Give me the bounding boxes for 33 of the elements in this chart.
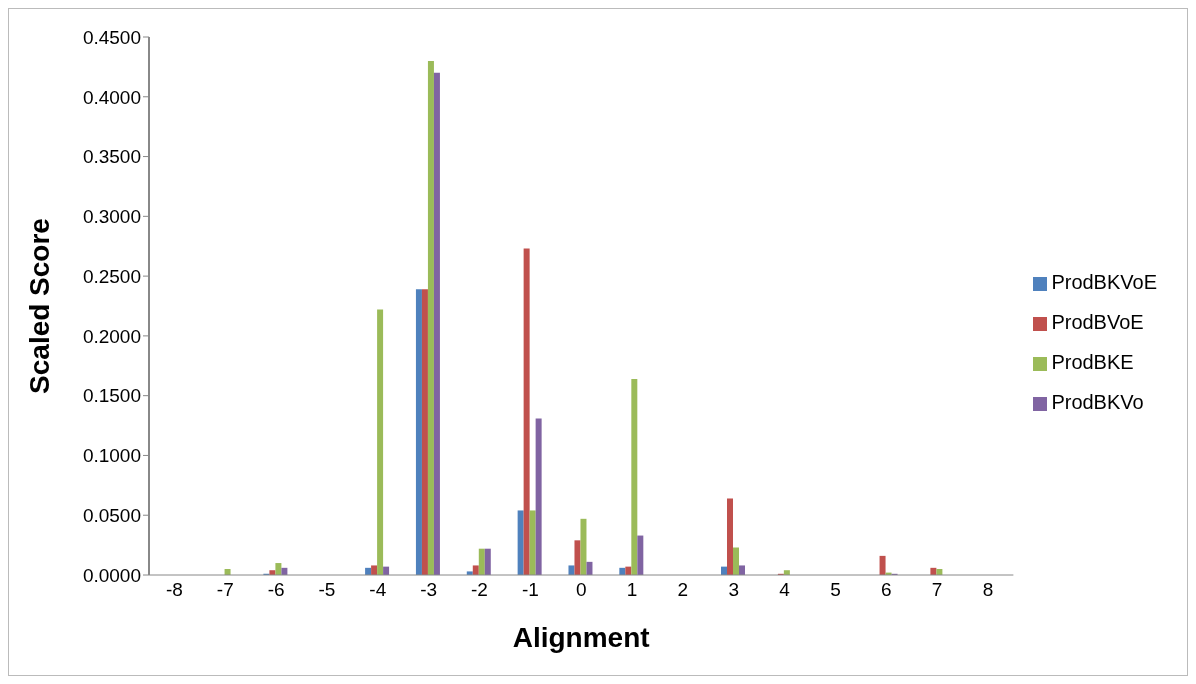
y-tick-label: 0.4000 bbox=[82, 86, 141, 108]
x-axis-title: Alignment bbox=[512, 622, 650, 653]
legend-label: ProdBKVoE bbox=[1051, 271, 1157, 293]
legend-label: ProdBVoE bbox=[1051, 311, 1144, 333]
x-tick-label: 6 bbox=[880, 579, 892, 601]
y-tick-label: 0.3500 bbox=[82, 146, 141, 168]
x-tick-label: -8 bbox=[165, 579, 183, 601]
x-tick-label: 1 bbox=[626, 579, 638, 601]
x-tick-label: 0 bbox=[575, 579, 587, 601]
x-tick-label: 7 bbox=[931, 579, 943, 601]
legend-label: ProdBKVo bbox=[1051, 391, 1144, 413]
y-tick-label: 0.0500 bbox=[82, 504, 141, 526]
x-tick-label: -2 bbox=[471, 579, 488, 601]
x-tick-label: 3 bbox=[728, 579, 740, 601]
y-tick-label: 0.2000 bbox=[82, 325, 141, 347]
x-tick-label: 8 bbox=[982, 579, 994, 601]
x-tick-label: 5 bbox=[830, 579, 841, 601]
x-tick-label: -3 bbox=[420, 579, 438, 601]
x-tick-label: 2 bbox=[677, 579, 689, 601]
y-tick-label: 0.3000 bbox=[82, 206, 141, 228]
y-tick-label: 0.4500 bbox=[82, 26, 141, 48]
y-tick-label: 0.2500 bbox=[82, 265, 141, 287]
x-tick-label: -4 bbox=[369, 579, 387, 601]
y-tick-label: 0.0000 bbox=[82, 564, 141, 586]
x-tick-label: -6 bbox=[267, 579, 285, 601]
y-tick-label: 0.1500 bbox=[82, 385, 141, 407]
legend-label: ProdBKE bbox=[1051, 351, 1134, 373]
y-tick-label: 0.1000 bbox=[82, 445, 141, 467]
y-axis-title: Scaled Score bbox=[23, 218, 55, 394]
x-tick-label: -7 bbox=[216, 579, 234, 601]
x-tick-label: -5 bbox=[318, 579, 336, 601]
x-tick-label: 4 bbox=[779, 579, 791, 601]
x-tick-label: -1 bbox=[521, 579, 539, 601]
